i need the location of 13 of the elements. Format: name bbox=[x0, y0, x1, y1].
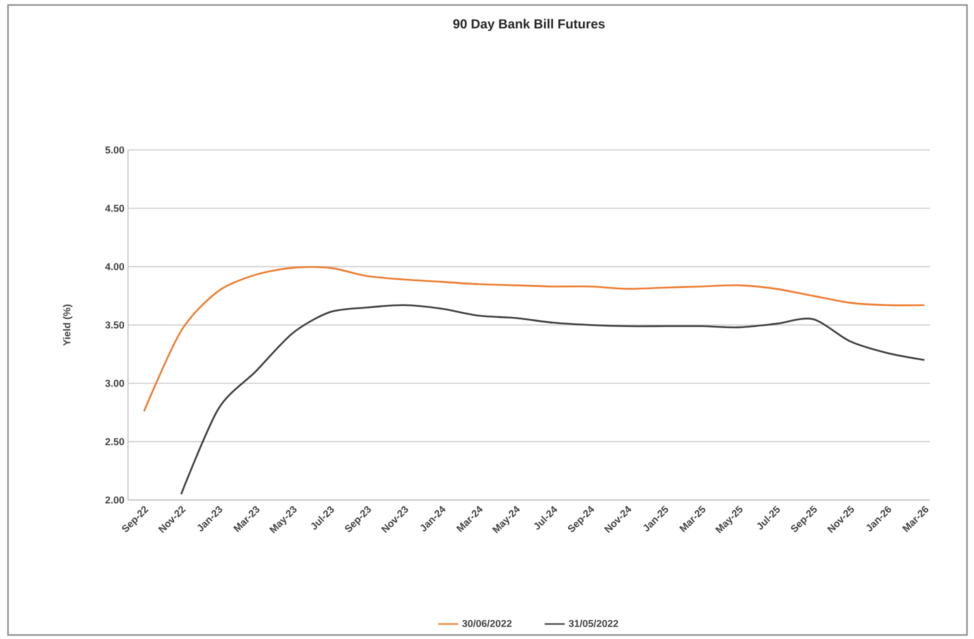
line-series bbox=[143, 266, 926, 412]
y-tick-label: 3.50 bbox=[105, 321, 124, 329]
y-tick-label: 5.00 bbox=[105, 146, 124, 154]
y-tick-label: 3.00 bbox=[105, 380, 124, 387]
y-tick-label: 4.50 bbox=[105, 204, 124, 212]
chart-title: 90 Day Bank Bill Futures bbox=[453, 18, 605, 32]
legend-label: 30/06/2022 bbox=[462, 620, 512, 628]
y-axis-title: Yield (%) bbox=[63, 304, 72, 346]
y-tick-label: 4.00 bbox=[105, 263, 124, 270]
legend-label: 31/05/2022 bbox=[568, 620, 618, 628]
y-tick-label: 2.50 bbox=[105, 438, 124, 446]
line-series bbox=[180, 304, 926, 496]
y-tick-label: 2.00 bbox=[105, 496, 124, 504]
